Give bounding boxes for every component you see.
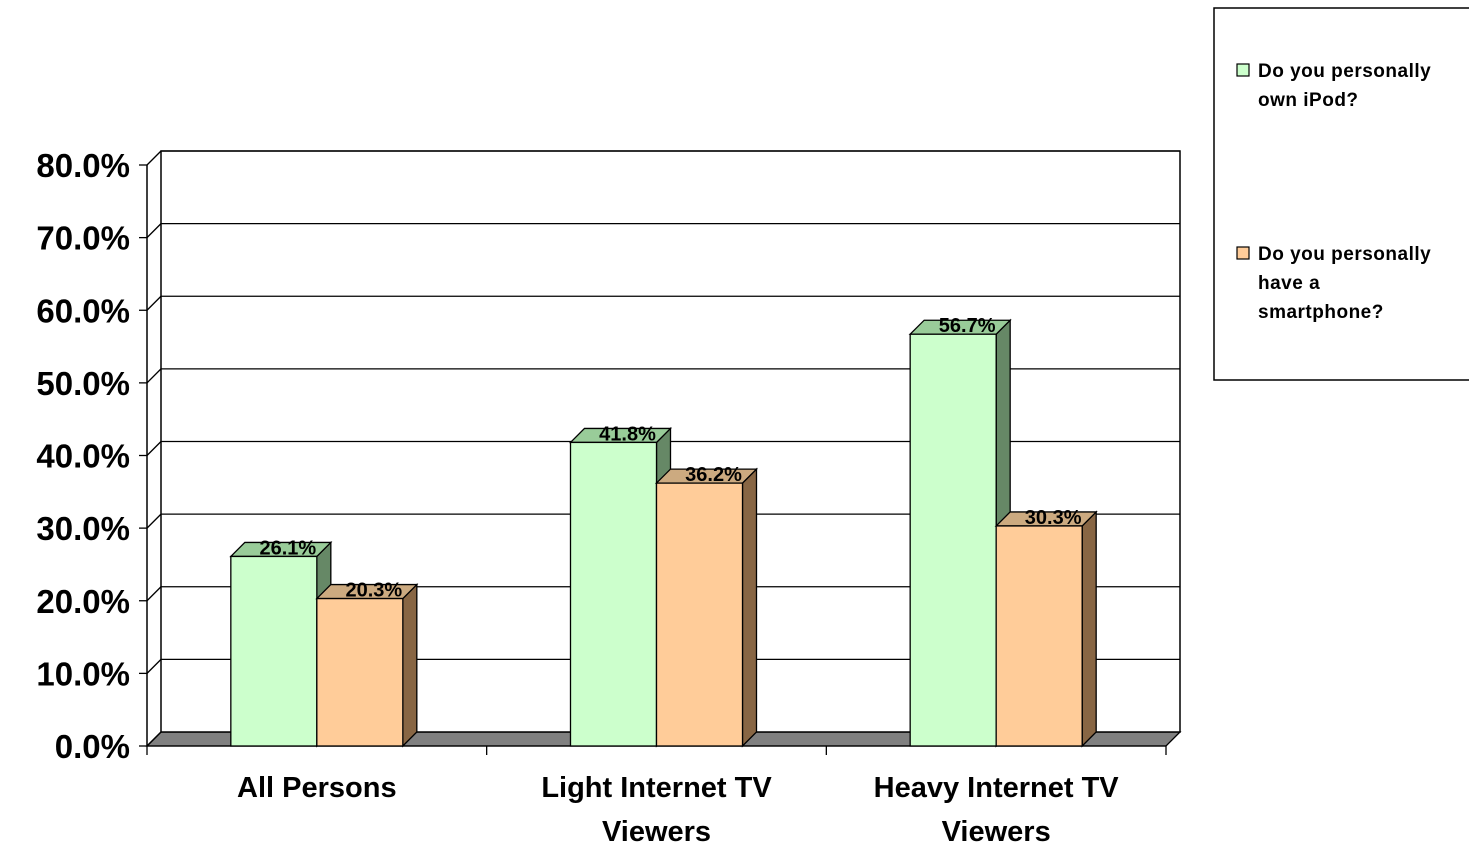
gridline-depth — [146, 586, 162, 602]
bar — [230, 555, 318, 747]
y-tick-label: 20.0% — [36, 583, 130, 620]
bar-side — [1081, 510, 1097, 748]
legend-swatch — [1236, 246, 1250, 260]
gridline-depth — [146, 731, 162, 747]
y-tick-label: 0.0% — [55, 728, 130, 765]
x-category-label: All Persons — [237, 772, 397, 804]
data-label: 20.3% — [345, 580, 402, 602]
data-labels-group: 26.1% 20.3% 41.8% 36.2% 56.7% 30.3% — [259, 315, 1081, 601]
y-tick-label: 40.0% — [36, 438, 130, 475]
bars-group — [229, 318, 1098, 748]
x-category-label: Viewers — [942, 816, 1051, 847]
legend: Do you personally own iPod? Do you persona… — [1213, 7, 1469, 381]
data-label: 56.7% — [939, 315, 996, 337]
y-tick-label: 50.0% — [36, 365, 130, 402]
axes-group: 0.0% 10.0% 20.0% 30.0% 40.0% 50.0% 60.0% 70.0% 8… — [36, 147, 1167, 847]
gridline-depth — [146, 441, 162, 456]
bar — [995, 525, 1083, 747]
gridline-depth — [146, 368, 162, 384]
gridline-depth — [146, 223, 162, 239]
legend-swatch — [1236, 63, 1250, 77]
legend-label: smartphone? — [1258, 302, 1384, 323]
data-label: 41.8% — [599, 423, 656, 445]
gridline-depth — [146, 295, 162, 311]
bar — [569, 441, 658, 747]
bar — [909, 333, 997, 747]
y-tick-label: 30.0% — [36, 510, 130, 547]
gridline-depth — [146, 658, 162, 674]
legend-label: own iPod? — [1258, 90, 1359, 111]
data-label: 26.1% — [259, 537, 316, 559]
y-tick-label: 60.0% — [36, 292, 130, 329]
gridline-depth — [146, 513, 162, 529]
x-category-label: Viewers — [602, 816, 711, 847]
y-tick-label: 70.0% — [36, 220, 130, 257]
bar — [316, 597, 404, 747]
bar-side — [402, 583, 418, 748]
data-label: 30.3% — [1025, 507, 1082, 529]
x-category-label: Heavy Internet TV — [874, 772, 1120, 804]
bar — [655, 482, 744, 747]
gridline-depth — [146, 150, 162, 166]
legend-label: Do you personally — [1258, 61, 1431, 82]
bar-side — [741, 467, 758, 748]
x-category-label: Light Internet TV — [541, 772, 772, 804]
legend-label: Do you personally — [1258, 244, 1431, 265]
y-tick-label: 10.0% — [36, 655, 130, 692]
legend-label: have a — [1258, 273, 1320, 294]
data-label: 36.2% — [685, 464, 742, 486]
legend-box — [1213, 7, 1469, 381]
y-tick-label: 80.0% — [36, 147, 130, 184]
